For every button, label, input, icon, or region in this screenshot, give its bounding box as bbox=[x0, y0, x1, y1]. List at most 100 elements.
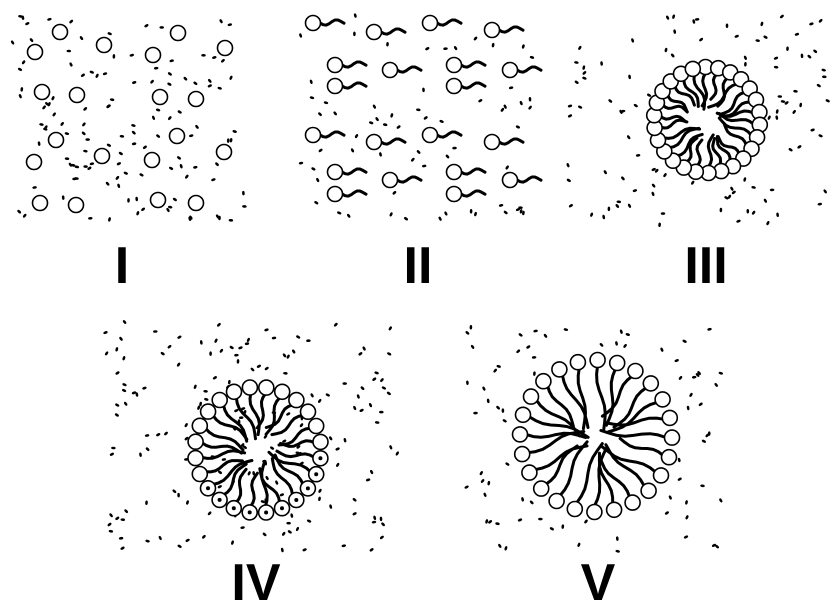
solvent-dot bbox=[89, 162, 95, 166]
solvent-dot bbox=[119, 336, 123, 341]
surfactant-head bbox=[365, 133, 383, 151]
micelle-head bbox=[199, 403, 217, 420]
solvent-dot bbox=[500, 107, 505, 112]
micelle-tail bbox=[211, 413, 249, 441]
solvent-dot bbox=[280, 547, 284, 553]
solvent-dot bbox=[343, 437, 347, 443]
solvent-dot bbox=[498, 543, 502, 548]
solute-molecule bbox=[26, 43, 44, 61]
solvent-dot bbox=[474, 211, 477, 217]
solvent-dot bbox=[567, 104, 573, 108]
solvent-dot bbox=[422, 87, 425, 93]
surfactant-head bbox=[365, 23, 383, 41]
solvent-dot bbox=[674, 359, 679, 363]
solvent-dot bbox=[375, 117, 379, 122]
solvent-dot bbox=[39, 123, 44, 126]
solvent-dot bbox=[685, 515, 689, 520]
solvent-dot bbox=[188, 216, 192, 221]
solvent-dot bbox=[156, 433, 161, 437]
micelle-head bbox=[288, 391, 305, 409]
solvent-dot bbox=[777, 95, 783, 98]
solvent-dot bbox=[69, 19, 74, 24]
solvent-dot bbox=[810, 128, 815, 132]
solvent-dot bbox=[566, 163, 570, 168]
solvent-dot bbox=[119, 134, 125, 138]
solvent-dot bbox=[799, 102, 803, 108]
solute-molecule bbox=[33, 83, 51, 101]
micelle-head bbox=[535, 372, 552, 390]
solvent-dot bbox=[792, 109, 796, 114]
solvent-dot bbox=[396, 125, 401, 129]
solvent-dot bbox=[647, 93, 652, 97]
solvent-dot bbox=[275, 480, 279, 485]
solvent-dot bbox=[81, 131, 86, 136]
solvent-dot bbox=[197, 405, 201, 410]
solvent-dot bbox=[416, 150, 421, 154]
micelle-tail bbox=[666, 92, 689, 113]
solvent-dot bbox=[314, 201, 319, 205]
solvent-dot bbox=[122, 388, 127, 393]
surfactant-head bbox=[421, 14, 439, 32]
solvent-dot bbox=[817, 202, 823, 206]
solvent-dot bbox=[813, 49, 818, 54]
solvent-dot bbox=[473, 36, 478, 41]
micelle-head bbox=[307, 417, 325, 435]
solvent-dot bbox=[232, 130, 237, 133]
solvent-dot bbox=[381, 522, 385, 527]
micelle-head bbox=[522, 388, 540, 405]
micelle-head bbox=[624, 494, 641, 511]
solvent-dot bbox=[283, 371, 288, 375]
solvent-dot bbox=[177, 156, 181, 160]
micelle-tail bbox=[600, 374, 634, 418]
surfactant-tail bbox=[340, 189, 368, 198]
solvent-dot bbox=[389, 445, 393, 450]
solvent-dot bbox=[773, 65, 779, 69]
solvent-dot bbox=[590, 212, 594, 217]
solvent-dot bbox=[692, 19, 696, 24]
solvent-dot bbox=[379, 152, 382, 157]
solvent-dot bbox=[621, 176, 625, 181]
solvent-dot bbox=[164, 431, 168, 436]
surfactant-tail bbox=[395, 65, 423, 74]
solute-molecule bbox=[187, 90, 205, 108]
solvent-dot bbox=[20, 87, 24, 92]
solvent-dot bbox=[184, 436, 189, 441]
solvent-dot bbox=[736, 219, 741, 223]
solvent-dot bbox=[66, 49, 72, 53]
solvent-dot bbox=[282, 439, 287, 443]
solvent-dot bbox=[108, 217, 111, 222]
solvent-dot bbox=[707, 327, 712, 331]
solvent-dot bbox=[193, 384, 197, 389]
solvent-dot bbox=[246, 337, 250, 343]
solvent-dot bbox=[369, 548, 374, 552]
solvent-dot bbox=[521, 497, 524, 502]
solvent-dot bbox=[625, 333, 630, 336]
solvent-dot bbox=[183, 76, 188, 81]
solvent-dot bbox=[318, 112, 322, 117]
solvent-dot bbox=[202, 534, 206, 539]
solvent-dot bbox=[493, 368, 497, 373]
solvent-dot bbox=[318, 398, 322, 403]
micelle-tail bbox=[273, 453, 305, 487]
surfactant-tail bbox=[340, 60, 368, 69]
solvent-dot bbox=[17, 67, 23, 71]
solvent-dot bbox=[660, 347, 664, 352]
solvent-dot bbox=[691, 180, 695, 185]
solvent-dot bbox=[74, 177, 79, 180]
solvent-dot bbox=[335, 447, 340, 451]
solvent-dot bbox=[264, 328, 269, 332]
micelle-head bbox=[605, 501, 623, 519]
solvent-dot bbox=[584, 519, 588, 524]
solvent-dot bbox=[169, 59, 174, 63]
solvent-dot bbox=[602, 214, 606, 220]
micelle-tail bbox=[203, 459, 244, 474]
solvent-dot bbox=[797, 145, 802, 149]
solvent-dot bbox=[226, 138, 230, 143]
micelle-head bbox=[257, 379, 275, 396]
solvent-dot bbox=[242, 190, 245, 196]
solute-molecule bbox=[149, 191, 167, 209]
solvent-dot bbox=[185, 174, 189, 179]
solvent-dot bbox=[683, 535, 689, 539]
panel-III bbox=[566, 14, 830, 228]
solvent-dot bbox=[282, 353, 287, 358]
